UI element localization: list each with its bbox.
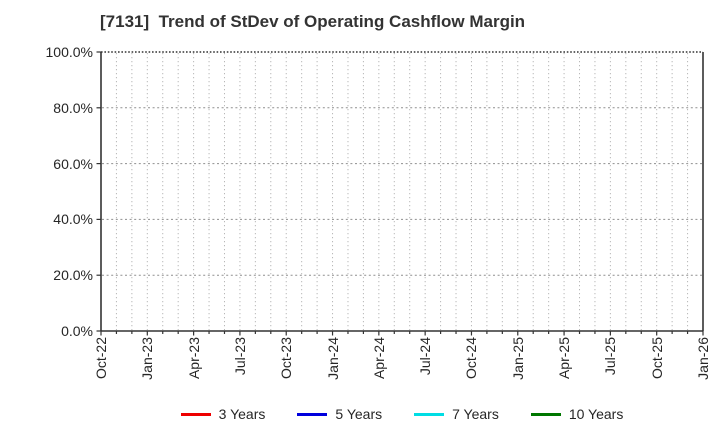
- y-tick-label: 40.0%: [53, 211, 93, 228]
- legend-line-swatch: [180, 412, 211, 416]
- x-tick-label: Oct-24: [463, 337, 480, 380]
- x-tick-label: Apr-25: [556, 337, 573, 380]
- x-tick-label: Apr-23: [185, 337, 202, 380]
- legend-line-swatch: [414, 412, 445, 416]
- legend-line-swatch: [530, 412, 561, 416]
- legend-label: 5 Years: [335, 406, 383, 422]
- legend-item-3-years: 3 Years: [180, 406, 266, 422]
- y-tick-label: 20.0%: [53, 267, 93, 284]
- x-tick-label: Jan-23: [139, 337, 156, 380]
- x-tick-label: Jul-23: [231, 337, 248, 376]
- x-tick-label: Oct-22: [93, 337, 109, 380]
- y-tick-label: 80.0%: [53, 99, 93, 116]
- y-tick-label: 0.0%: [61, 323, 93, 339]
- legend-line-swatch: [297, 412, 328, 416]
- legend-label: 7 Years: [452, 406, 499, 422]
- legend-label: 3 Years: [218, 406, 266, 422]
- x-tick-label: Jan-25: [509, 337, 526, 380]
- legend-item-10-years: 10 Years: [530, 406, 624, 422]
- legend-item-5-years: 5 Years: [297, 406, 382, 422]
- legend-item-7-years: 7 Years: [414, 406, 499, 422]
- x-tick-label: Jan-24: [324, 337, 341, 380]
- legend-label: 10 Years: [568, 406, 624, 422]
- x-tick-label: Jul-24: [417, 337, 434, 376]
- x-tick-label: Oct-25: [648, 337, 665, 380]
- x-tick-label: Jul-25: [602, 337, 619, 376]
- x-tick-label: Oct-23: [278, 337, 295, 380]
- y-tick-label: 60.0%: [53, 155, 93, 172]
- y-tick-label: 100.0%: [45, 44, 93, 60]
- legend: 3 Years 5 Years 7 Years 10 Years: [101, 404, 703, 424]
- x-tick-label: Jan-26: [695, 337, 711, 380]
- chart-title: [7131] Trend of StDev of Operating Cashf…: [100, 12, 526, 31]
- x-tick-label: Apr-24: [370, 337, 387, 380]
